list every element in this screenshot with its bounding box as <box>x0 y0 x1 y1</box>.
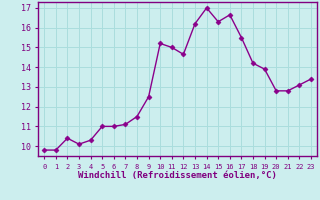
X-axis label: Windchill (Refroidissement éolien,°C): Windchill (Refroidissement éolien,°C) <box>78 171 277 180</box>
